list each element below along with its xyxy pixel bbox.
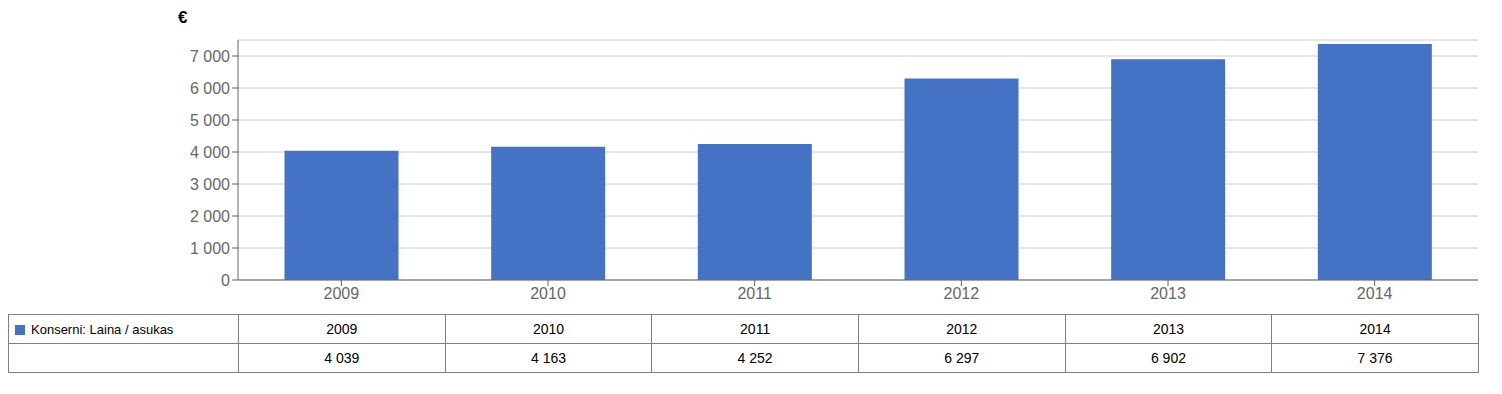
svg-text:2011: 2011 bbox=[737, 285, 772, 302]
html-text:6 902: 6 902 bbox=[1150, 350, 1186, 366]
html-text:2014: 2014 bbox=[1359, 321, 1391, 337]
svg-text:6 000: 6 000 bbox=[190, 80, 230, 97]
svg-text:2013: 2013 bbox=[1150, 285, 1186, 302]
svg-text:2009: 2009 bbox=[324, 285, 360, 302]
svg-text:2010: 2010 bbox=[530, 285, 566, 302]
html-text:2009: 2009 bbox=[326, 321, 358, 337]
html-text:2013: 2013 bbox=[1152, 321, 1184, 337]
html-text:2012: 2012 bbox=[946, 321, 978, 337]
html-text:Konserni: Laina / asukas: Konserni: Laina / asukas bbox=[31, 322, 174, 337]
html-text:4 163: 4 163 bbox=[531, 350, 566, 366]
svg-text:1 000: 1 000 bbox=[190, 240, 230, 257]
html-text:2011: 2011 bbox=[740, 321, 771, 337]
html-text:6 297: 6 297 bbox=[944, 350, 980, 366]
svg-text:0: 0 bbox=[221, 272, 230, 289]
html-text:4 252: 4 252 bbox=[737, 350, 773, 366]
html-text:7 376: 7 376 bbox=[1357, 350, 1393, 366]
svg-text:2014: 2014 bbox=[1357, 285, 1393, 302]
svg-text:4 000: 4 000 bbox=[190, 144, 230, 161]
svg-text:3 000: 3 000 bbox=[190, 176, 230, 193]
svg-text:2012: 2012 bbox=[944, 285, 980, 302]
html-text:4 039: 4 039 bbox=[324, 350, 360, 366]
svg-text:7 000: 7 000 bbox=[190, 48, 230, 65]
html-text:2010: 2010 bbox=[532, 321, 565, 337]
svg-text:5 000: 5 000 bbox=[190, 112, 230, 129]
svg-text:2 000: 2 000 bbox=[190, 208, 230, 225]
